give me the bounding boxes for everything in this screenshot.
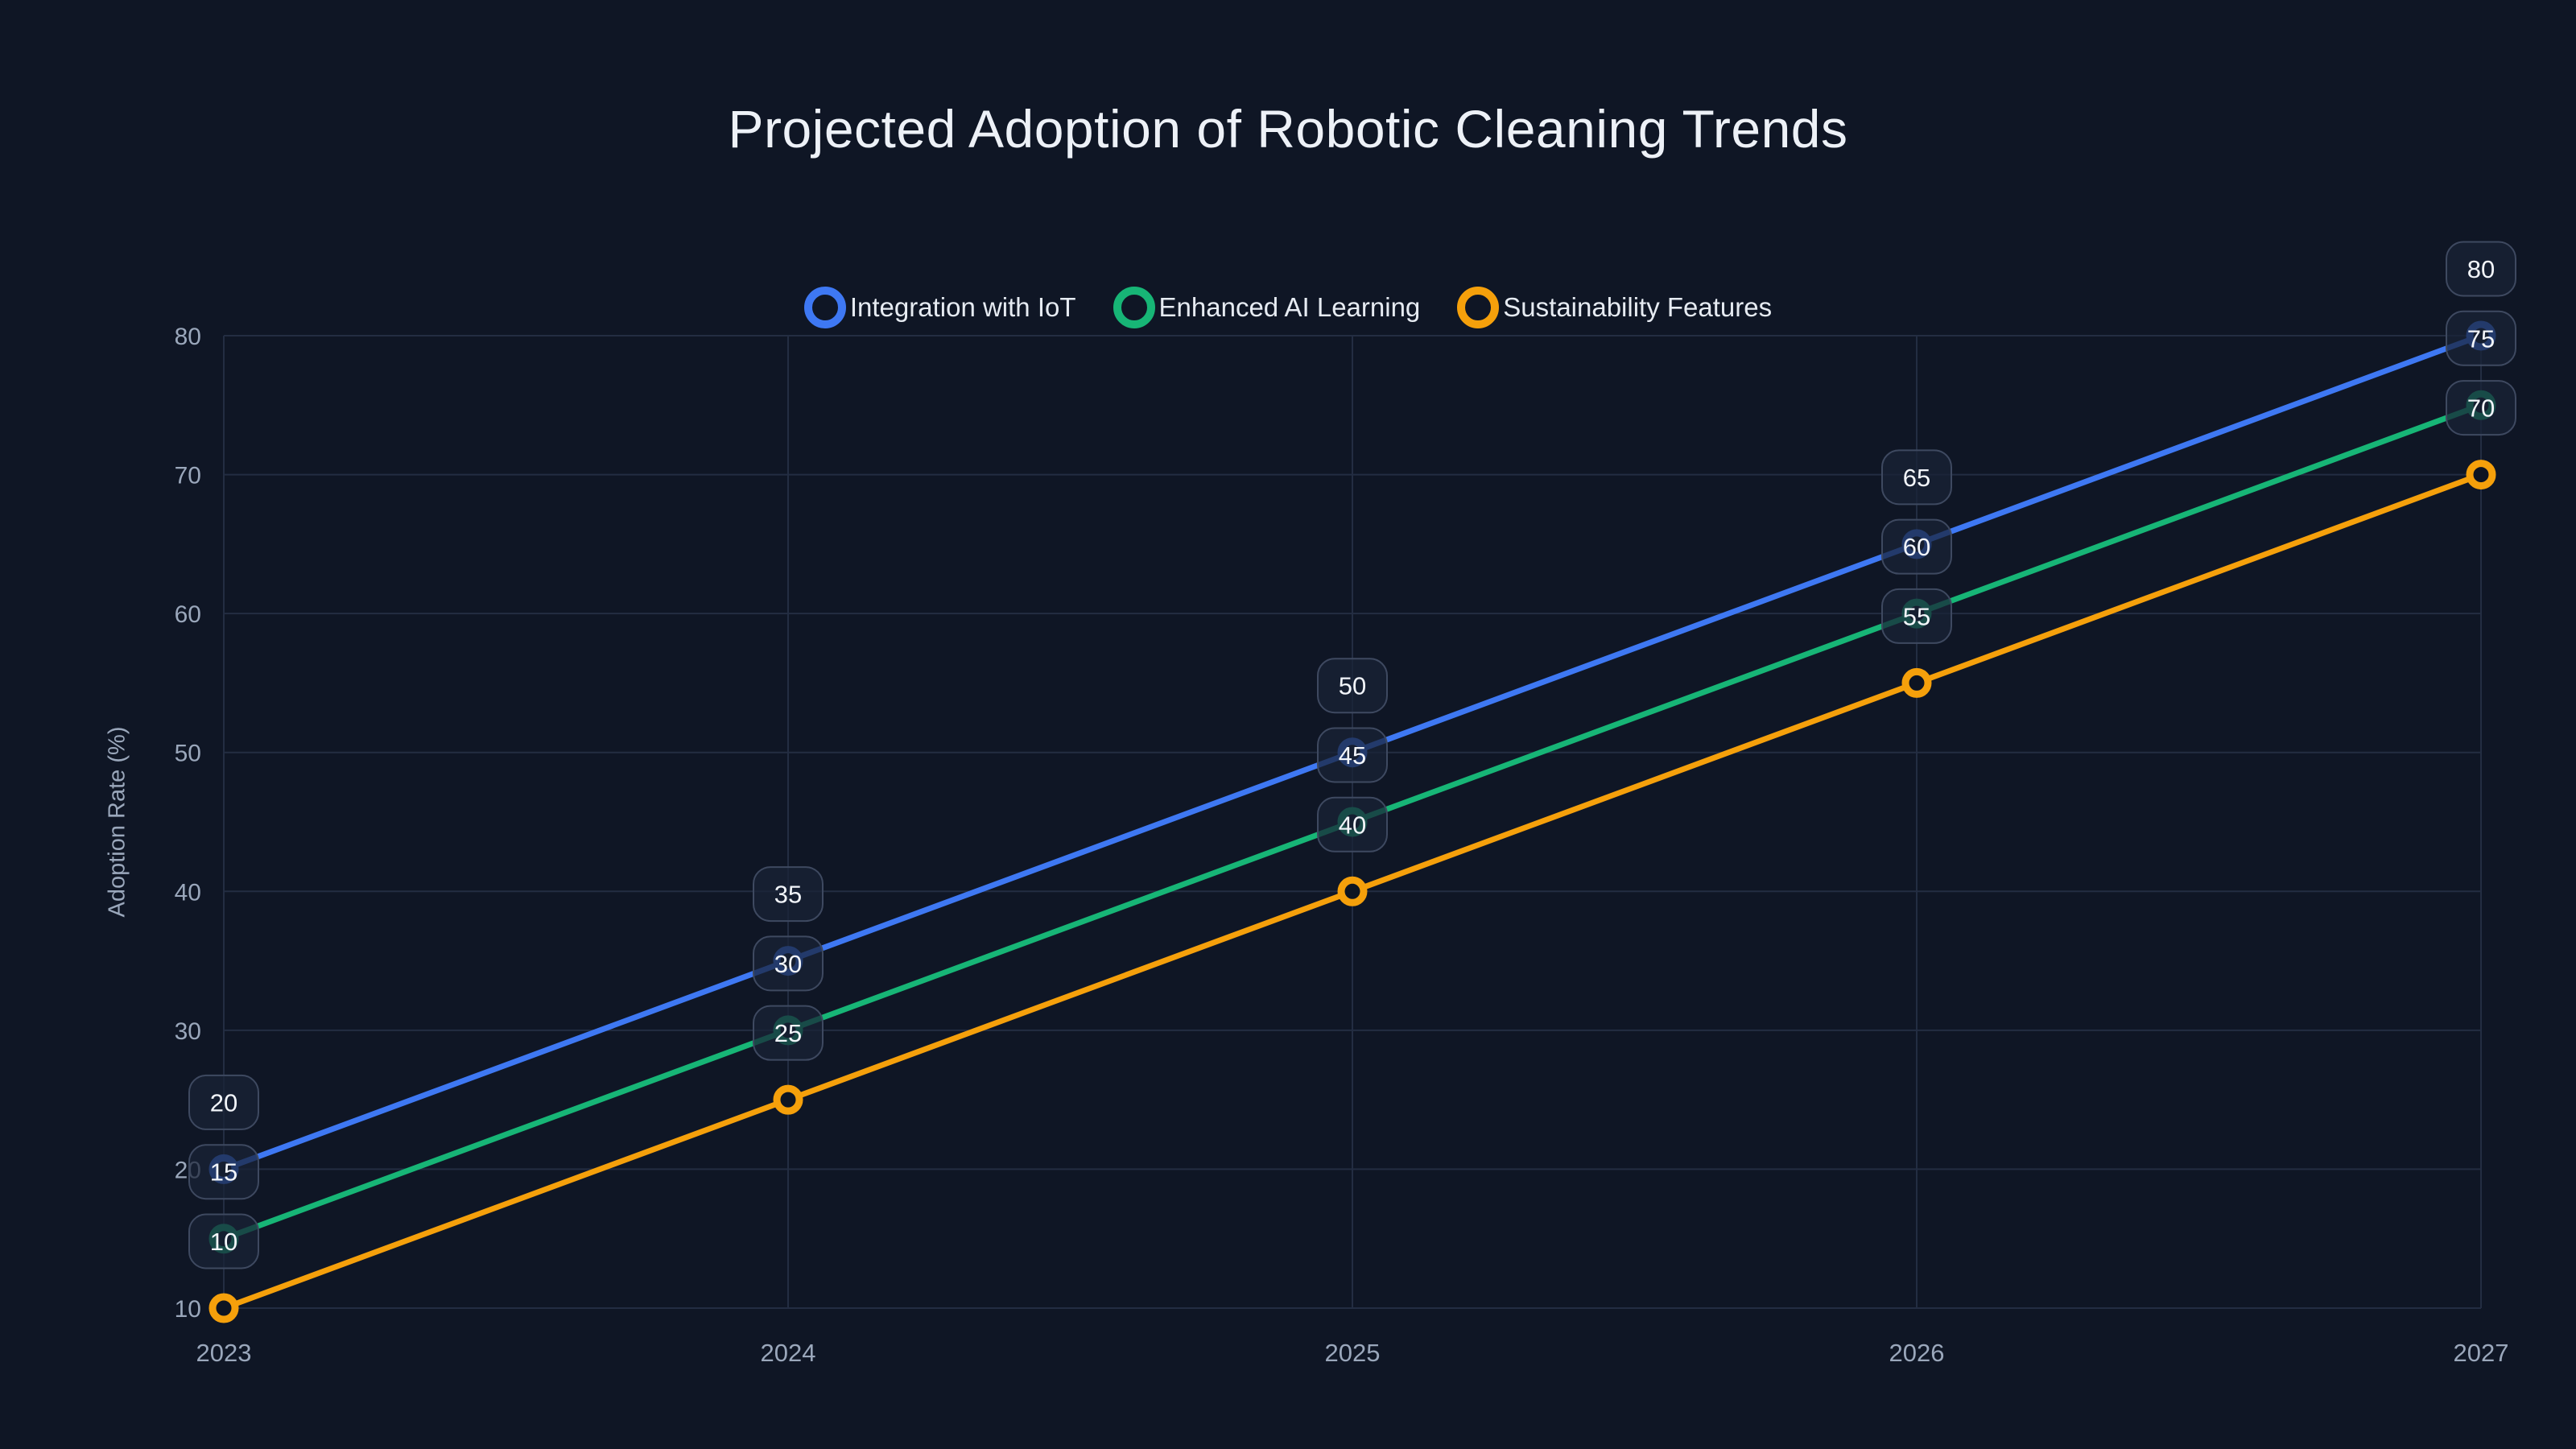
data-point-marker[interactable] xyxy=(2466,460,2496,490)
point-label-value: 25 xyxy=(774,1019,802,1047)
point-label-badge xyxy=(1881,588,1952,644)
legend-item-label: Integration with IoT xyxy=(849,292,1076,322)
point-label-badge xyxy=(188,1213,259,1269)
legend-item-sustainability-features[interactable]: Sustainability Features xyxy=(1457,287,1772,328)
legend-item-enhanced-ai-learning[interactable]: Enhanced AI Learning xyxy=(1113,287,1421,328)
y-axis-tick-label: 70 xyxy=(175,463,201,489)
point-label-badge xyxy=(753,935,824,992)
point-label-value: 30 xyxy=(774,950,802,978)
y-axis-tick-label: 10 xyxy=(175,1296,201,1323)
point-label-badge xyxy=(1881,518,1952,575)
point-label-badge xyxy=(2446,380,2516,436)
data-point-marker[interactable] xyxy=(208,1293,239,1323)
point-label-value: 50 xyxy=(1339,672,1366,700)
point-label-value: 20 xyxy=(210,1088,237,1117)
point-label-value: 70 xyxy=(2467,394,2495,423)
point-label-value: 75 xyxy=(2467,324,2495,353)
legend-marker-ring-icon xyxy=(1457,287,1500,328)
point-label-value: 60 xyxy=(1903,533,1930,561)
x-axis-tick-label: 2023 xyxy=(196,1339,252,1367)
point-label-value: 40 xyxy=(1339,811,1366,839)
legend-marker-ring-icon xyxy=(803,287,846,328)
legend-item-label: Enhanced AI Learning xyxy=(1158,292,1421,322)
point-label-value: 80 xyxy=(2467,255,2495,283)
point-label-badge xyxy=(753,1005,824,1061)
x-axis-tick-label: 2027 xyxy=(2454,1339,2509,1367)
legend-item-integration-with-iot[interactable]: Integration with IoT xyxy=(803,287,1076,328)
chart-title: Projected Adoption of Robotic Cleaning T… xyxy=(728,99,1848,159)
y-axis-tick-label: 30 xyxy=(175,1018,201,1045)
point-label-badge xyxy=(1881,449,1952,506)
data-point-marker[interactable] xyxy=(1337,876,1368,906)
point-label-value: 45 xyxy=(1339,741,1366,770)
point-label-value: 15 xyxy=(210,1158,237,1187)
legend-item-label: Sustainability Features xyxy=(1503,292,1773,322)
y-axis-tick-label: 40 xyxy=(175,879,201,906)
y-axis-tick-label: 50 xyxy=(175,741,201,767)
point-label-badge xyxy=(1317,796,1388,852)
legend: Integration with IoT Enhanced AI Learnin… xyxy=(0,287,2576,328)
point-label-value: 35 xyxy=(774,881,802,909)
x-axis-tick-label: 2024 xyxy=(761,1339,816,1367)
point-label-value: 55 xyxy=(1903,602,1930,630)
x-axis-tick-label: 2026 xyxy=(1889,1339,1945,1367)
point-label-badge xyxy=(2446,241,2516,297)
point-label-badge xyxy=(188,1074,259,1130)
y-axis-tick-label: 60 xyxy=(175,601,201,628)
x-axis-tick-label: 2025 xyxy=(1325,1339,1381,1367)
point-label-badge xyxy=(1317,727,1388,783)
point-label-badge xyxy=(753,866,824,923)
point-label-badge xyxy=(188,1144,259,1200)
legend-marker-ring-icon xyxy=(1113,287,1155,328)
y-axis-tick-label: 80 xyxy=(175,324,201,350)
data-point-marker[interactable] xyxy=(773,1084,803,1115)
data-point-marker[interactable] xyxy=(1901,667,1932,698)
point-label-value: 65 xyxy=(1903,464,1930,492)
point-label-value: 10 xyxy=(210,1228,237,1256)
point-label-badge xyxy=(2446,310,2516,366)
point-label-badge xyxy=(1317,658,1388,714)
